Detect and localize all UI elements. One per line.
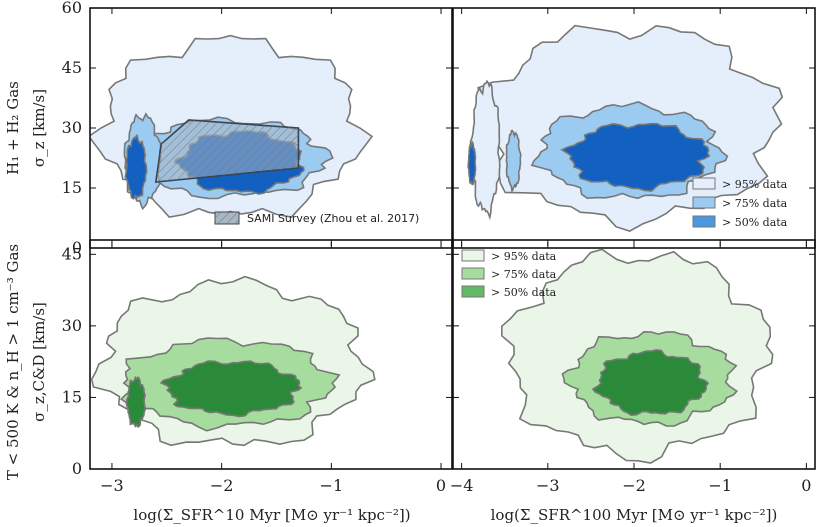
legend-label-50-green: > 50% data [491,286,557,299]
x-label-right: log(Σ_SFR^100 Myr [M⊙ yr⁻¹ kpc⁻²]) [491,506,778,524]
ytick-label-bottom-left-3: 45 [62,244,82,263]
legend-label-50: > 50% data [722,216,788,229]
xtick-label-bottom-left-3: 0 [436,476,446,495]
y-inner-label-top: σ_z [km/s] [30,89,48,167]
y-outer-label-bottom: T < 500 K & n_H > 1 cm⁻³ Gas [4,244,22,480]
xtick-label-bottom-right-4: 0 [801,476,811,495]
legend-sami: SAMI Survey (Zhou et al. 2017) [214,211,419,225]
axes-frame-bottom-left [89,239,453,470]
xtick-label-bottom-right-3: −1 [708,476,732,495]
sami-hatch [155,120,299,182]
xtick-label-bottom-right-1: −3 [536,476,560,495]
legend-top: > 95% data > 75% data > 50% data [692,177,788,229]
xtick-label-bottom-right-2: −2 [622,476,646,495]
legend-swatch-50-green [461,285,485,298]
y-inner-label-bottom: σ_z,C&D [km/s] [30,302,48,422]
xtick-label-bottom-right-0: −4 [450,476,474,495]
ytick-label-bottom-left-2: 30 [62,316,82,335]
x-label-left: log(Σ_SFR^10 Myr [M⊙ yr⁻¹ kpc⁻²]) [133,506,410,524]
legend-label-95-green: > 95% data [491,250,557,263]
panel-bottom-left: −3 −2 −1 0 0 15 30 45 [62,239,453,495]
legend-swatch-50 [692,215,716,228]
xtick-label-bottom-left-0: −3 [100,476,124,495]
ytick-label-top-left-0: 0 [72,238,82,257]
contour-50-top-right-4 [560,122,711,192]
contour-50-top-left-4 [124,133,148,200]
legend-label-95: > 95% data [722,178,788,191]
ytick-label-top-left-1: 15 [62,178,82,197]
legend-swatch-95 [692,177,716,190]
legend-label-75: > 75% data [722,197,788,210]
panel-top-left: 0 15 30 45 60 [62,0,453,257]
legend-label-sami: SAMI Survey (Zhou et al. 2017) [247,212,419,225]
ytick-label-top-left-4: 60 [62,0,82,17]
ytick-label-top-left-3: 45 [62,58,82,77]
contour-50-bottom-right-2 [591,349,710,417]
ytick-label-bottom-left-1: 15 [62,387,82,406]
ytick-label-top-left-2: 30 [62,118,82,137]
xtick-label-bottom-left-2: −1 [320,476,344,495]
contour-75-top-right-3 [505,129,522,193]
xtick-label-bottom-left-1: −2 [210,476,234,495]
panel-bottom-right: −4 −3 −2 −1 0 [450,239,816,495]
legend-swatch-75-green [461,267,485,280]
contour-50-top-right-5 [467,140,477,186]
legend-swatch-95-green [461,249,485,262]
ytick-label-bottom-left-0: 0 [72,459,82,478]
legend-swatch-75 [692,196,716,209]
legend-bottom: > 95% data > 75% data > 50% data [461,249,557,299]
panel-top-right [452,7,816,249]
contour-50-bottom-left-2 [159,360,303,418]
contour-50-bottom-left-3 [125,376,147,428]
y-outer-label-top: H₁ + H₂ Gas [4,81,22,175]
legend-label-75-green: > 75% data [491,268,557,281]
